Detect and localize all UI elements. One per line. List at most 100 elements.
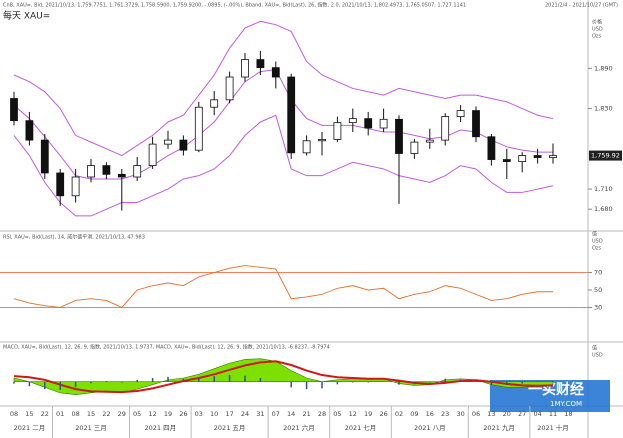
x-tick-label: 13: [487, 410, 495, 418]
candle-body: [364, 118, 373, 129]
candle-body: [133, 165, 142, 178]
x-tick-label: 30: [456, 410, 464, 418]
axis-label: Ozs: [592, 246, 602, 252]
axis-label: USD: [592, 27, 603, 33]
x-tick-label: 15: [25, 410, 33, 418]
candle-body: [25, 120, 34, 141]
axis-label: USD: [592, 239, 603, 245]
x-tick-label: 04: [533, 410, 541, 418]
last-price-box: [589, 150, 622, 161]
date-range: 2021/2/4 - 2021/10/27 (GMT): [545, 3, 618, 9]
candle-body: [71, 176, 80, 197]
month-label: 2021 八月: [414, 424, 446, 432]
x-tick-label: 15: [87, 410, 95, 418]
x-tick-label: 18: [564, 410, 572, 418]
candle-body: [148, 143, 157, 166]
x-tick-label: 12: [349, 410, 357, 418]
x-tick-label: 22: [41, 410, 49, 418]
candle-body: [425, 139, 434, 143]
x-tick-label: 22: [102, 410, 110, 418]
x-tick-label: 29: [118, 410, 126, 418]
x-tick-label: 19: [364, 410, 372, 418]
x-tick-label: 23: [441, 410, 449, 418]
candle-body: [241, 59, 249, 78]
y-tick-label: 70: [594, 269, 602, 277]
x-tick-label: 20: [503, 410, 511, 418]
axis-label: 价格: [592, 19, 602, 26]
x-tick-label: 09: [410, 410, 418, 418]
candle-body: [518, 155, 527, 162]
rsi-line: [13, 265, 554, 309]
chart-title: 每天 XAU=: [3, 10, 50, 22]
candle-body: [533, 155, 542, 158]
y-tick-label: 1,890: [594, 64, 613, 72]
x-tick-label: 24: [241, 410, 249, 418]
month-label: 2021 九月: [483, 423, 515, 432]
axis-label: USD: [592, 353, 603, 359]
candle-body: [179, 139, 188, 151]
month-label: 2021 三月: [75, 424, 107, 432]
legend-text: CnB, XAU=, Bid, 2021/10/13, 1,759.7751, …: [3, 2, 466, 9]
month-label: 2021 四月: [144, 424, 176, 432]
axis-label: Ozs: [592, 34, 602, 40]
x-tick-label: 19: [164, 410, 172, 418]
x-tick-label: 06: [472, 410, 480, 418]
candle-body: [348, 118, 357, 124]
candle-body: [117, 173, 126, 178]
x-tick-label: 05: [333, 410, 341, 418]
candle-body: [56, 172, 65, 197]
candle-body: [395, 118, 403, 154]
x-tick-label: 11: [549, 410, 557, 418]
candle-body: [102, 165, 111, 175]
x-tick-label: 03: [195, 410, 203, 418]
candle-body: [441, 116, 450, 141]
y-tick-label: 50: [594, 286, 602, 294]
macd-title: MACD, XAU=, Bid(Last), 12, 26, 9, 指数, 20…: [3, 344, 330, 351]
candle-body: [472, 110, 480, 138]
candle-body: [487, 136, 496, 160]
candle-body: [225, 76, 234, 101]
band-line: [13, 114, 554, 217]
x-tick-label: 21: [302, 410, 310, 418]
candle-body: [410, 141, 419, 154]
month-label: 2021 五月: [214, 424, 246, 432]
month-label: 2021 七月: [345, 423, 377, 432]
month-label: 2021 十月: [537, 423, 569, 432]
candle-body: [87, 165, 95, 178]
candle-body: [549, 155, 557, 158]
month-label: 2021 二月: [14, 424, 46, 432]
y-tick-label: 30: [594, 303, 602, 311]
y-tick-label: 1,710: [594, 185, 613, 193]
x-tick-label: 26: [179, 410, 187, 418]
watermark: 1MY.COM: [550, 400, 582, 408]
x-tick-label: 16: [426, 410, 434, 418]
y-tick-label: 1,680: [594, 205, 613, 213]
month-label: 2021 六月: [283, 423, 315, 432]
x-tick-label: 08: [10, 410, 18, 418]
y-tick-label: 1,830: [594, 105, 613, 113]
x-tick-label: 10: [210, 410, 218, 418]
candle-body: [40, 139, 49, 174]
x-tick-label: 31: [256, 410, 264, 418]
candle-body: [379, 118, 388, 129]
candle-body: [502, 159, 511, 162]
candle-body: [333, 122, 342, 140]
candle-body: [164, 139, 172, 145]
axis-label: 值: [592, 231, 597, 238]
x-tick-label: 28: [318, 410, 326, 418]
x-tick-label: 05: [133, 410, 141, 418]
x-tick-label: 27: [518, 410, 526, 418]
x-tick-label: 12: [148, 410, 156, 418]
x-tick-label: 08: [71, 410, 79, 418]
x-tick-label: 17: [225, 410, 233, 418]
band-line: [13, 20, 554, 157]
x-tick-label: 02: [395, 410, 403, 418]
candle-body: [194, 106, 203, 151]
candle-body: [210, 99, 219, 108]
rsi-title: RSI, XAU=, Bid(Last), 14, 威尔德平滑, 2021/10…: [3, 234, 145, 241]
candle-body: [318, 139, 326, 142]
candle-body: [256, 59, 265, 69]
candle-body: [456, 110, 465, 118]
